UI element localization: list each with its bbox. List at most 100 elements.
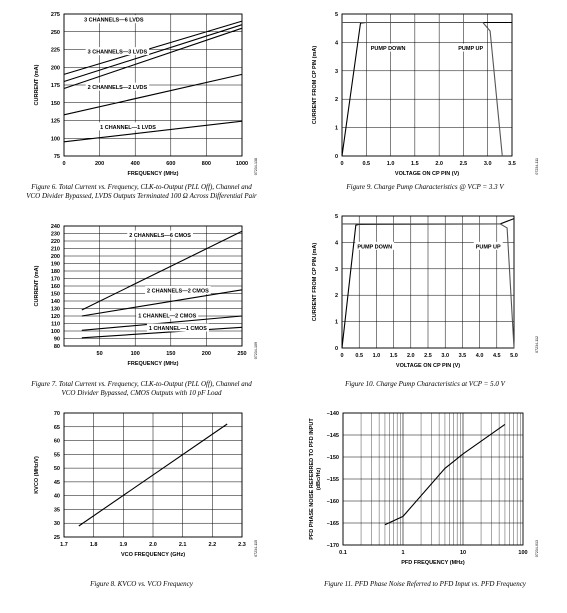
series-label-background xyxy=(127,230,193,239)
chart-kvco: 1.7 1.8 1.9 2.0 2.1 2.2 2.3 25 30 35 40 45 50 55 60 65 7… xyxy=(34,411,258,558)
x-tick-label: 1.0 xyxy=(373,353,381,359)
caption-line-1: Figure 7. Total Current vs. Frequency, C… xyxy=(31,380,252,388)
x-tick-label: 2.1 xyxy=(179,542,187,548)
y-tick-label: 140 xyxy=(51,299,60,305)
series-line xyxy=(81,230,243,311)
x-tick-label: 1.5 xyxy=(411,161,419,167)
x-tick-label: 4.0 xyxy=(476,353,484,359)
y-tick-label: 100 xyxy=(51,136,60,142)
series-line xyxy=(78,423,228,527)
y-tick-label: 180 xyxy=(51,269,60,275)
figure-9-caption: Figure 9. Charge Pump Characteristics @ … xyxy=(283,183,567,192)
x-tick-label: 2.3 xyxy=(238,542,246,548)
y-axis-title: (dBc/Hz) xyxy=(316,468,322,490)
plot-frame xyxy=(341,215,515,349)
plot-frame xyxy=(341,13,513,157)
series-label: PUMP UP xyxy=(458,46,483,52)
series-label-background xyxy=(85,82,150,91)
y-tick-label: –170 xyxy=(327,543,339,549)
chart-pfd-phase-noise: 0.1 1 10 100 –140 –145 –150 –155 –160 –165 –170 PFD… xyxy=(309,411,539,566)
caption-line-2: VCO Divider Bypassed, LVDS Outputs Termi… xyxy=(26,192,257,200)
series-label: 1 CHANNEL—1 LVDS xyxy=(100,125,156,131)
series-label: 3 CHANNELS—6 LVDS xyxy=(84,18,144,24)
y-axis-title: CURRENT FROM CP PIN (mA) xyxy=(312,243,318,322)
y-tick-label: 200 xyxy=(51,65,60,71)
series-label-background xyxy=(145,286,211,294)
figure-id: 07234-013 xyxy=(535,540,539,557)
series-label: PUMP UP xyxy=(476,244,501,250)
series-line xyxy=(63,27,243,90)
x-tick-label: 1.8 xyxy=(90,542,98,548)
y-tick-label: –145 xyxy=(327,433,339,439)
caption-line-1: Figure 10. Charge Pump Characteristics a… xyxy=(345,380,505,388)
x-tick-label: 100 xyxy=(131,351,140,357)
x-tick-label: 150 xyxy=(166,351,175,357)
y-tick-label: 30 xyxy=(54,521,60,527)
figure-id: 07234-111 xyxy=(535,158,539,175)
y-tick-label: 2 xyxy=(335,97,338,103)
y-tick-label: 5 xyxy=(335,214,338,220)
plot-frame xyxy=(63,225,243,347)
series-label: 2 CHANNELS—6 CMOS xyxy=(129,233,191,239)
x-tick-label: 3.5 xyxy=(508,161,516,167)
y-tick-label: 275 xyxy=(51,12,60,18)
series-label-background xyxy=(146,323,209,332)
series-label: 1 CHANNEL—1 CMOS xyxy=(149,326,207,332)
caption-line-1: Figure 11. PFD Phase Noise Referred to P… xyxy=(324,580,526,588)
y-tick-label: 4 xyxy=(335,240,339,246)
series-label: 2 CHANNELS—2 CMOS xyxy=(147,289,209,295)
x-axis-title: FREQUENCY (MHz) xyxy=(128,171,179,177)
y-tick-label: 3 xyxy=(335,69,338,75)
chart-charge-pump-3v3: 0 0.5 1.0 1.5 2.0 2.5 3.0 3.5 0 1 2 3 4 5 VOLTAGE ON C… xyxy=(312,12,539,177)
x-tick-label: 5.0 xyxy=(510,353,518,359)
x-tick-label: 10 xyxy=(460,550,466,556)
y-tick-label: 160 xyxy=(51,284,60,290)
y-axis-title: PFD PHASE NOISE REFERRED TO PFD INPUT xyxy=(309,418,315,540)
x-tick-label: 0.5 xyxy=(362,161,370,167)
x-tick-label: 0.5 xyxy=(355,353,363,359)
chart-current-lvds: 0 200 400 600 800 1000 75 100 125 150 175 200 225 250… xyxy=(34,12,258,177)
series-line xyxy=(63,20,243,75)
y-tick-label: 120 xyxy=(51,314,60,320)
x-axis-title: VOLTAGE ON CP PIN (V) xyxy=(395,171,459,177)
series-label: 3 CHANNELS—3 LVDS xyxy=(88,50,148,56)
series-line xyxy=(81,315,243,331)
y-tick-label: 35 xyxy=(54,507,60,513)
plot-frame xyxy=(63,13,243,157)
series-label-background xyxy=(368,43,408,52)
x-tick-label: 0.1 xyxy=(339,550,347,556)
y-tick-label: 2 xyxy=(335,293,338,299)
series-label: 2 CHANNELS—2 LVDS xyxy=(88,85,148,91)
x-tick-label: 3.5 xyxy=(459,353,467,359)
y-tick-label: 225 xyxy=(51,48,60,54)
series-line xyxy=(63,120,243,143)
figure-id: 07234-115 xyxy=(254,540,258,557)
x-tick-label: 0 xyxy=(340,353,343,359)
x-tick-label: 3.0 xyxy=(484,161,492,167)
y-tick-label: 175 xyxy=(51,83,60,89)
y-tick-label: 60 xyxy=(54,439,60,445)
y-tick-label: 55 xyxy=(54,452,60,458)
chart-current-cmos: 50 100 150 200 25080901001101201301401501601… xyxy=(34,224,258,367)
y-tick-label: 130 xyxy=(51,307,60,313)
chart-charge-pump-5v: 0 0.5 1.0 1.5 2.0 2.5 3.0 3.5 4.0 4.5 5.0 0 1 2 3 4 5 VOL… xyxy=(312,214,539,369)
figure-id: 07234-109 xyxy=(254,342,258,359)
y-tick-label: 90 xyxy=(54,337,60,343)
series-label-background xyxy=(98,122,158,131)
y-tick-label: 230 xyxy=(51,232,60,238)
caption-line-1: Figure 8. KVCO vs. VCO Frequency xyxy=(90,580,193,588)
series-line xyxy=(63,24,243,83)
y-tick-label: 240 xyxy=(51,224,60,230)
series-label-background xyxy=(136,310,199,319)
y-tick-label: 40 xyxy=(54,494,60,500)
series-line xyxy=(81,326,243,339)
x-axis-title: PFD FREQUENCY (MHz) xyxy=(401,560,465,566)
series-label: 1 CHANNEL—2 CMOS xyxy=(138,313,196,319)
x-tick-label: 1000 xyxy=(236,161,248,167)
figure-11-caption: Figure 11. PFD Phase Noise Referred to P… xyxy=(283,580,567,589)
x-axis-title: FREQUENCY (MHz) xyxy=(128,361,179,367)
y-axis-title: CURRENT (mA) xyxy=(34,265,40,306)
series-label: PUMP DOWN xyxy=(357,244,392,250)
x-tick-label: 250 xyxy=(237,351,246,357)
y-tick-label: 220 xyxy=(51,239,60,245)
